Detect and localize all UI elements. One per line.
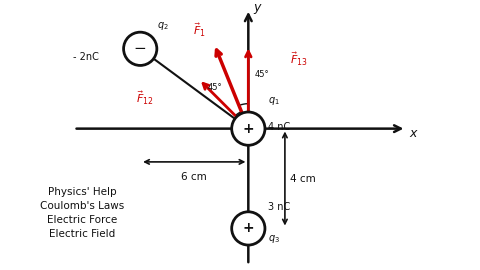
Text: 45°: 45° — [208, 83, 222, 92]
Circle shape — [123, 32, 157, 65]
Text: - 2nC: - 2nC — [73, 52, 98, 62]
Text: Physics' Help
Coulomb's Laws
Electric Force
Electric Field: Physics' Help Coulomb's Laws Electric Fo… — [40, 187, 124, 239]
Circle shape — [232, 212, 265, 245]
Text: 4 nC: 4 nC — [268, 122, 290, 132]
Text: x: x — [409, 127, 417, 140]
Text: $q_1$: $q_1$ — [268, 95, 280, 107]
Text: +: + — [242, 221, 254, 235]
Text: 3 nC: 3 nC — [268, 202, 290, 212]
Circle shape — [232, 112, 265, 145]
Text: $\vec{F}_1$: $\vec{F}_1$ — [193, 21, 206, 39]
Text: 6 cm: 6 cm — [181, 172, 207, 182]
Text: $q_2$: $q_2$ — [157, 20, 168, 32]
Text: $q_3$: $q_3$ — [268, 233, 280, 245]
Text: −: − — [134, 41, 146, 56]
Text: y: y — [253, 1, 261, 14]
Text: +: + — [242, 122, 254, 136]
Text: 45°: 45° — [255, 70, 270, 79]
Text: $\vec{F}_{12}$: $\vec{F}_{12}$ — [136, 90, 154, 107]
Text: 4 cm: 4 cm — [290, 174, 316, 184]
Text: $\vec{F}_{13}$: $\vec{F}_{13}$ — [290, 50, 308, 68]
